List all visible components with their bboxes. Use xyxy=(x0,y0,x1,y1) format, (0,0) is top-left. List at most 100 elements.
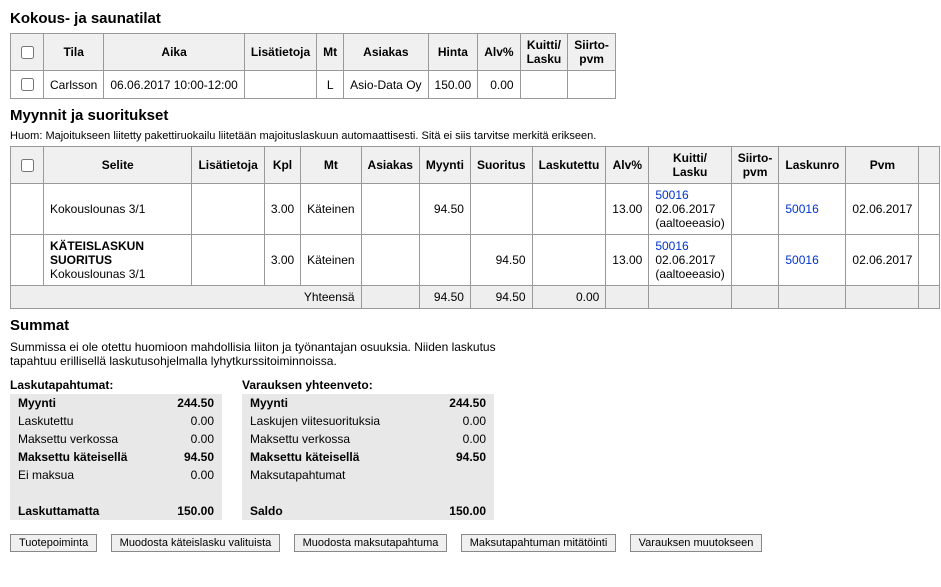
summary-value: 244.50 xyxy=(156,394,222,412)
col-empty xyxy=(919,147,940,184)
cell-mt: Käteinen xyxy=(301,184,361,235)
left-summary-title: Laskutapahtumat: xyxy=(10,378,222,392)
sales-row: KÄTEISLASKUN SUORITUSKokouslounas 3/1 3.0… xyxy=(11,235,940,286)
summary-value xyxy=(428,466,494,484)
sales-table: Selite Lisätietoja Kpl Mt Asiakas Myynti… xyxy=(10,146,940,309)
cell-alv: 0.00 xyxy=(478,71,520,99)
cell-laskutettu xyxy=(532,235,606,286)
cell-hinta: 150.00 xyxy=(428,71,478,99)
summary-value: 0.00 xyxy=(156,412,222,430)
receipt-link[interactable]: 50016 xyxy=(655,188,688,202)
create-cash-invoice-button[interactable]: Muodosta käteislasku valituista xyxy=(111,534,281,552)
summary-value: 0.00 xyxy=(156,466,222,484)
col-lisa: Lisätietoja xyxy=(192,147,264,184)
section3-text: Summissa ei ole otettu huomioon mahdolli… xyxy=(10,340,530,368)
cell-lisa xyxy=(192,235,264,286)
cell-laskunro: 50016 xyxy=(779,184,846,235)
col-kuitti: Kuitti/ Lasku xyxy=(649,147,731,184)
right-summary-table: Myynti244.50Laskujen viitesuorituksia0.0… xyxy=(242,394,494,520)
cell-myynti xyxy=(419,235,470,286)
summary-label: Myynti xyxy=(242,394,428,412)
summary-label: Laskutettu xyxy=(10,412,156,430)
col-kpl: Kpl xyxy=(264,147,300,184)
invoice-link[interactable]: 50016 xyxy=(785,202,818,216)
col-laskunro: Laskunro xyxy=(779,147,846,184)
left-summary-table: Myynti244.50Laskutettu0.00Maksettu verko… xyxy=(10,394,222,520)
col-laskutettu: Laskutettu xyxy=(532,147,606,184)
summary-label: Saldo xyxy=(242,502,428,520)
cell-lisa xyxy=(244,71,316,99)
cell-asiakas: Asio-Data Oy xyxy=(344,71,428,99)
section1-title: Kokous- ja saunatilat xyxy=(10,10,931,27)
cell-asiakas xyxy=(361,235,419,286)
product-pick-button[interactable]: Tuotepoiminta xyxy=(10,534,97,552)
section2-title: Myynnit ja suoritukset xyxy=(10,107,931,124)
col-pvm: Pvm xyxy=(846,147,919,184)
col-lisa: Lisätietoja xyxy=(244,34,316,71)
summary-label: Laskujen viitesuorituksia xyxy=(242,412,428,430)
invoice-link[interactable]: 50016 xyxy=(785,253,818,267)
cell-kpl: 3.00 xyxy=(264,235,300,286)
summary-value: 94.50 xyxy=(428,448,494,466)
col-selite: Selite xyxy=(44,147,192,184)
room-row: Carlsson 06.06.2017 10:00-12:00 L Asio-D… xyxy=(11,71,616,99)
section2-note: Huom: Majoitukseen liitetty pakettiruoka… xyxy=(10,130,931,142)
footer-myynti: 94.50 xyxy=(419,286,470,309)
col-suoritus: Suoritus xyxy=(470,147,532,184)
col-hinta: Hinta xyxy=(428,34,478,71)
footer-suoritus: 94.50 xyxy=(470,286,532,309)
col-tila: Tila xyxy=(44,34,104,71)
col-aika: Aika xyxy=(104,34,244,71)
rooms-table: Tila Aika Lisätietoja Mt Asiakas Hinta A… xyxy=(10,33,616,99)
col-myynti: Myynti xyxy=(419,147,470,184)
summary-label: Myynti xyxy=(10,394,156,412)
col-checkbox xyxy=(11,34,44,71)
cell-pvm: 02.06.2017 xyxy=(846,235,919,286)
create-payment-button[interactable]: Muodosta maksutapahtuma xyxy=(294,534,448,552)
section3-title: Summat xyxy=(10,317,931,334)
void-payment-button[interactable]: Maksutapahtuman mitätöinti xyxy=(461,534,617,552)
col-alv: Alv% xyxy=(478,34,520,71)
receipt-link[interactable]: 50016 xyxy=(655,239,688,253)
summary-label: Maksettu verkossa xyxy=(242,430,428,448)
cell-siirto xyxy=(568,71,616,99)
cell-lisa xyxy=(192,184,264,235)
summary-label: Maksettu käteisellä xyxy=(242,448,428,466)
summary-value: 0.00 xyxy=(428,430,494,448)
summary-value: 94.50 xyxy=(156,448,222,466)
cell-suoritus xyxy=(470,184,532,235)
cell-kuitti: 5001602.06.2017(aaltoeeasio) xyxy=(649,235,731,286)
col-siirto: Siirto- pvm xyxy=(568,34,616,71)
cell-laskutettu xyxy=(532,184,606,235)
summary-label: Maksettu verkossa xyxy=(10,430,156,448)
cell-selite: KÄTEISLASKUN SUORITUSKokouslounas 3/1 xyxy=(44,235,192,286)
cell-kpl: 3.00 xyxy=(264,184,300,235)
cell-laskunro: 50016 xyxy=(779,235,846,286)
cell-mt: Käteinen xyxy=(301,235,361,286)
summary-label: Ei maksua xyxy=(10,466,156,484)
cell-kuitti xyxy=(520,71,568,99)
row-checkbox[interactable] xyxy=(21,78,34,91)
select-all-rooms[interactable] xyxy=(21,46,34,59)
col-kuitti: Kuitti/ Lasku xyxy=(520,34,568,71)
cell-asiakas xyxy=(361,184,419,235)
footer-laskutettu: 0.00 xyxy=(532,286,606,309)
col-mt: Mt xyxy=(317,34,344,71)
col-asiakas: Asiakas xyxy=(344,34,428,71)
select-all-sales[interactable] xyxy=(21,159,34,172)
cell-tila: Carlsson xyxy=(44,71,104,99)
summary-label: Maksettu käteisellä xyxy=(10,448,156,466)
footer-label: Yhteensä xyxy=(11,286,362,309)
col-alv: Alv% xyxy=(606,147,649,184)
summary-label: Maksutapahtumat xyxy=(242,466,428,484)
sales-row: Kokouslounas 3/13.00Käteinen94.5013.0050… xyxy=(11,184,940,235)
cell-myynti: 94.50 xyxy=(419,184,470,235)
right-summary-title: Varauksen yhteenveto: xyxy=(242,378,494,392)
sales-footer: Yhteensä 94.50 94.50 0.00 xyxy=(11,286,940,309)
summary-value: 150.00 xyxy=(428,502,494,520)
summary-value: 150.00 xyxy=(156,502,222,520)
cell-alv: 13.00 xyxy=(606,184,649,235)
col-mt: Mt xyxy=(301,147,361,184)
col-asiakas: Asiakas xyxy=(361,147,419,184)
reservation-change-button[interactable]: Varauksen muutokseen xyxy=(630,534,763,552)
